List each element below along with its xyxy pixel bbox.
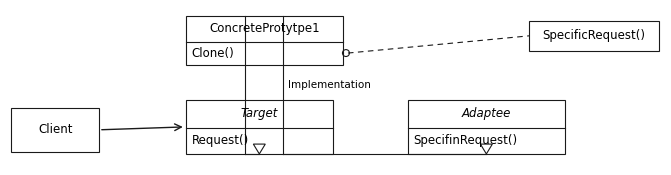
Bar <box>408 100 565 154</box>
Text: Clone(): Clone() <box>192 47 234 60</box>
Bar <box>186 100 333 154</box>
Bar <box>11 108 99 152</box>
Text: Request(): Request() <box>192 134 249 148</box>
Text: SpecificRequest(): SpecificRequest() <box>542 29 646 42</box>
Text: Implementation: Implementation <box>288 80 371 90</box>
Text: Target: Target <box>241 107 278 120</box>
Polygon shape <box>254 144 265 154</box>
Bar <box>529 21 659 51</box>
Text: ConcreteProtytpe1: ConcreteProtytpe1 <box>209 22 319 36</box>
Polygon shape <box>480 144 493 154</box>
Text: Adaptee: Adaptee <box>462 107 511 120</box>
Text: Client: Client <box>38 123 72 136</box>
Bar <box>186 16 343 65</box>
Text: SpecifinRequest(): SpecifinRequest() <box>414 134 518 148</box>
